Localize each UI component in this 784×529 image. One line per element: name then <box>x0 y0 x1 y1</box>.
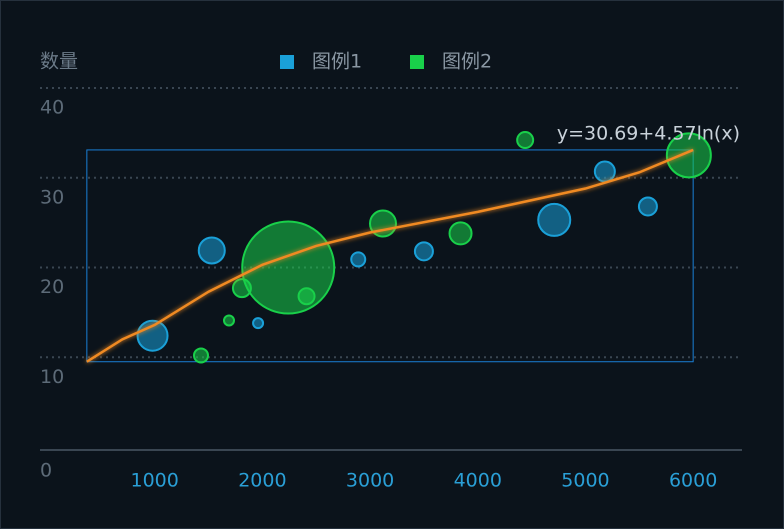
bubble <box>193 347 209 364</box>
y-axis-label: 数量 <box>40 51 78 73</box>
y-tick-label: 20 <box>40 276 64 298</box>
y-tick-label: 40 <box>40 97 64 119</box>
x-tick-label: 1000 <box>131 470 179 492</box>
bubble <box>665 132 712 179</box>
bubble <box>537 202 572 237</box>
bubble <box>223 314 235 327</box>
bubble <box>197 236 226 265</box>
x-tick-label: 3000 <box>346 470 394 492</box>
mark-area <box>86 149 694 363</box>
legend-label: 图例1 <box>312 51 362 73</box>
legend-label: 图例2 <box>442 51 492 73</box>
legend-swatch <box>410 55 424 69</box>
legend-swatch <box>280 55 294 69</box>
y-tick-label: 30 <box>40 186 64 208</box>
bubble <box>252 317 265 330</box>
bubble <box>637 196 658 217</box>
bubble <box>297 287 316 306</box>
bubble <box>593 160 616 183</box>
x-tick-label: 4000 <box>454 470 502 492</box>
x-tick-label: 2000 <box>238 470 286 492</box>
bubble <box>413 241 434 262</box>
y-tick-label: 10 <box>40 366 64 388</box>
x-tick-label: 6000 <box>669 470 717 492</box>
bubble <box>448 221 473 246</box>
bubble <box>350 251 367 268</box>
trendline-label: y=30.69+4.57ln(x) <box>557 123 740 145</box>
trendline <box>86 148 694 363</box>
bubble <box>516 131 535 150</box>
x-tick-label: 5000 <box>561 470 609 492</box>
y-tick-label: 0 <box>40 460 52 482</box>
